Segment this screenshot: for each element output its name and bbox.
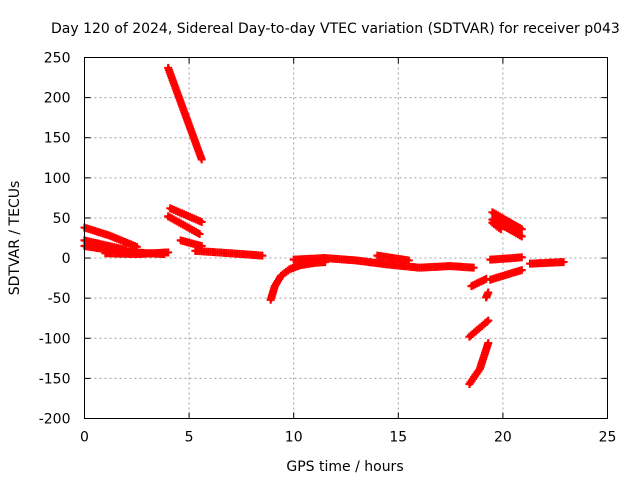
data-point <box>197 155 206 164</box>
data-point <box>195 229 204 238</box>
data-series-arc21 <box>488 218 505 234</box>
data-point <box>469 263 478 272</box>
plot-frame <box>84 57 608 419</box>
data-series-arc17 <box>482 288 493 302</box>
data-point <box>404 256 413 265</box>
data-series-arc12 <box>373 251 413 265</box>
data-point <box>258 251 267 260</box>
y-tick-label: 200 <box>44 91 71 107</box>
x-axis-label: GPS time / hours <box>286 459 403 475</box>
x-tick-label: 10 <box>285 430 303 446</box>
y-axis-label: SDTVAR / TECUs <box>7 181 23 296</box>
data-series-arc9 <box>191 246 267 260</box>
data-point <box>164 248 173 257</box>
data-series-arc22 <box>526 258 568 268</box>
chart-title: Day 120 of 2024, Sidereal Day-to-day VTE… <box>51 21 620 37</box>
data-series-arc7 <box>164 212 204 238</box>
data-series-arc14 <box>486 266 526 284</box>
y-tick-label: -200 <box>39 412 71 428</box>
data-series-arc4 <box>101 248 173 259</box>
y-tick-label: 100 <box>44 171 71 187</box>
y-tick-label: 150 <box>44 131 71 147</box>
data-point <box>517 225 526 234</box>
x-tick-label: 0 <box>80 430 89 446</box>
data-series-arc15 <box>465 316 493 341</box>
data-series-arc6 <box>166 204 206 226</box>
y-tick-label: 250 <box>44 51 71 67</box>
x-tick-label: 25 <box>599 430 617 446</box>
data-series-arc13 <box>467 274 491 291</box>
x-tick-label: 20 <box>494 430 512 446</box>
data-series <box>80 63 568 389</box>
y-tick-label: 0 <box>62 251 71 267</box>
data-point <box>496 225 505 234</box>
data-point <box>517 253 526 262</box>
data-point <box>517 232 526 241</box>
data-point <box>197 217 206 226</box>
y-tick-label: -150 <box>39 371 71 387</box>
data-series-arc5 <box>164 63 206 164</box>
data-series-arc19 <box>488 208 526 234</box>
data-point <box>517 266 526 275</box>
data-point <box>484 316 493 325</box>
y-tick-label: -50 <box>48 291 71 307</box>
data-series-arc11 <box>289 254 478 272</box>
data-series-arc10 <box>266 258 330 304</box>
data-point <box>484 339 493 348</box>
x-tick-label: 15 <box>389 430 407 446</box>
grid <box>84 57 608 419</box>
data-series-arc16 <box>465 339 493 389</box>
y-tick-label: -100 <box>39 331 71 347</box>
y-tick-label: 50 <box>53 211 71 227</box>
data-point <box>559 258 568 267</box>
x-tick-label: 5 <box>185 430 194 446</box>
data-series-arc18 <box>486 253 526 264</box>
axes-ticks: 0 5 10 15 20 25 -200 -150 -100 -50 0 50 100 150 200 250 <box>39 51 617 446</box>
data-point <box>484 288 493 297</box>
